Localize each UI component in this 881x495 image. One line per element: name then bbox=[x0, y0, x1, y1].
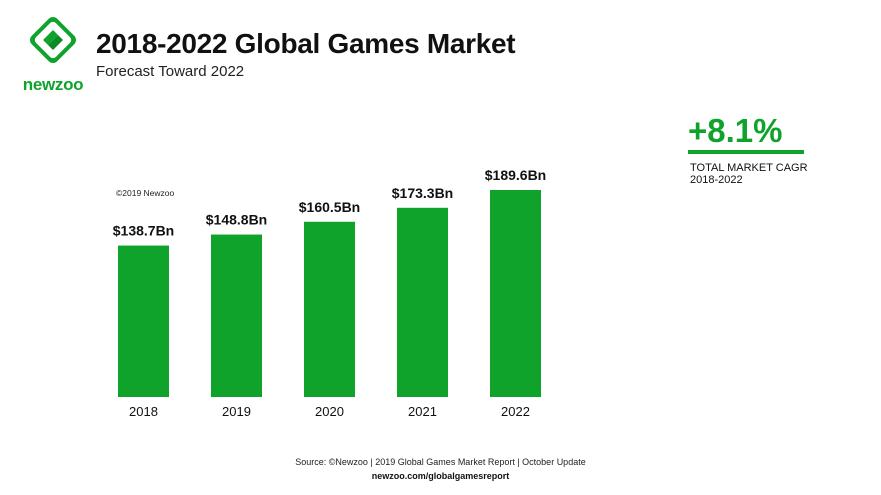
bar-2021 bbox=[397, 207, 448, 397]
page-title: 2018-2022 Global Games Market bbox=[96, 28, 516, 59]
bar-2019 bbox=[211, 234, 262, 397]
cagr-value: +8.1% bbox=[688, 112, 783, 149]
logo-wordmark: newzoo bbox=[22, 75, 84, 94]
x-tick-2022: 2022 bbox=[501, 404, 530, 419]
chart-copyright: ©2019 Newzoo bbox=[116, 188, 175, 198]
x-tick-2021: 2021 bbox=[408, 404, 437, 419]
cagr-label: TOTAL MARKET CAGR 2018-2022 bbox=[690, 162, 808, 186]
bar-2018 bbox=[118, 245, 169, 397]
newzoo-logo-icon bbox=[30, 17, 76, 63]
bar-2020 bbox=[304, 221, 355, 397]
x-tick-2020: 2020 bbox=[315, 404, 344, 419]
source-url: newzoo.com/globalgamesreport bbox=[371, 471, 510, 481]
value-label-2021: $173.3Bn bbox=[392, 185, 453, 201]
cagr-divider bbox=[688, 150, 804, 154]
cagr-label-line2: 2018-2022 bbox=[690, 174, 743, 186]
source-note: Source: ©Newzoo | 2019 Global Games Mark… bbox=[295, 457, 586, 467]
bar-2022 bbox=[490, 190, 541, 397]
x-tick-2019: 2019 bbox=[222, 404, 251, 419]
value-label-2018: $138.7Bn bbox=[113, 223, 174, 239]
cagr-label-line1: TOTAL MARKET CAGR bbox=[690, 162, 808, 174]
x-tick-2018: 2018 bbox=[129, 404, 158, 419]
value-label-2019: $148.8Bn bbox=[206, 212, 267, 228]
page-subtitle: Forecast Toward 2022 bbox=[96, 63, 245, 80]
newzoo-logo: newzoo bbox=[22, 15, 84, 95]
value-label-2022: $189.6Bn bbox=[485, 167, 546, 183]
value-label-2020: $160.5Bn bbox=[299, 199, 360, 215]
